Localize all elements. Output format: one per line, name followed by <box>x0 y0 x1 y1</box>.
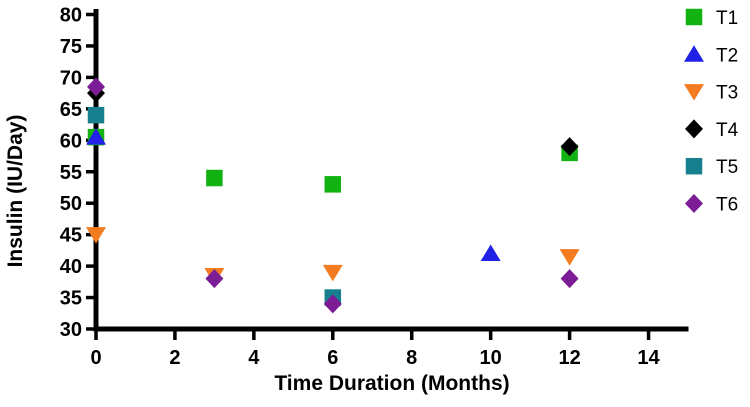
x-tick-label: 0 <box>90 347 101 369</box>
legend-label-T2: T2 <box>716 45 738 66</box>
x-axis-title: Time Duration (Months) <box>274 372 510 395</box>
legend-marker-T3 <box>684 84 704 101</box>
point-T2-x10 <box>480 244 501 262</box>
legend-label-T6: T6 <box>716 195 738 216</box>
point-T6-x6 <box>323 294 342 314</box>
legend-marker-T5 <box>685 157 703 175</box>
y-tick-label: 45 <box>60 225 82 247</box>
legend-label-T4: T4 <box>716 120 739 141</box>
y-tick-label: 30 <box>60 319 82 341</box>
x-tick-label: 4 <box>248 347 260 369</box>
point-T6-x3 <box>205 269 224 289</box>
legend-marker-T4 <box>685 119 703 139</box>
point-T6-x12 <box>560 269 579 289</box>
x-tick-label: 12 <box>558 347 580 369</box>
legend-label-T5: T5 <box>716 157 738 178</box>
point-T4-x12 <box>560 137 579 157</box>
point-T3-x6 <box>322 264 343 282</box>
legend-marker-T2 <box>684 45 704 62</box>
x-tick-label: 6 <box>327 347 338 369</box>
legend-label-T1: T1 <box>716 8 738 29</box>
x-tick-label: 14 <box>637 347 660 369</box>
point-T6-x0 <box>87 77 105 97</box>
y-tick-label: 80 <box>60 5 82 27</box>
legend-label-T3: T3 <box>716 83 738 104</box>
point-T3-x0 <box>86 227 106 244</box>
y-tick-label: 50 <box>60 193 82 215</box>
y-tick-label: 35 <box>60 288 82 310</box>
legend-marker-T6 <box>685 194 703 213</box>
y-tick-label: 55 <box>60 162 82 184</box>
point-T1-x3 <box>206 169 223 187</box>
point-T2-x0 <box>86 128 106 145</box>
legend-marker-T1 <box>685 8 703 26</box>
y-tick-label: 70 <box>60 67 82 89</box>
point-T1-x6 <box>324 176 342 193</box>
x-tick-label: 2 <box>169 347 180 369</box>
y-axis-title: Insulin (IU/Day) <box>4 114 27 268</box>
y-tick-label: 75 <box>60 36 82 58</box>
y-tick-label: 40 <box>60 256 82 278</box>
point-T5-x0 <box>87 106 105 124</box>
y-tick-label: 60 <box>60 130 82 152</box>
point-T3-x12 <box>559 249 580 266</box>
y-tick-label: 65 <box>60 99 82 121</box>
x-tick-label: 8 <box>406 347 417 369</box>
x-tick-label: 10 <box>480 347 502 369</box>
